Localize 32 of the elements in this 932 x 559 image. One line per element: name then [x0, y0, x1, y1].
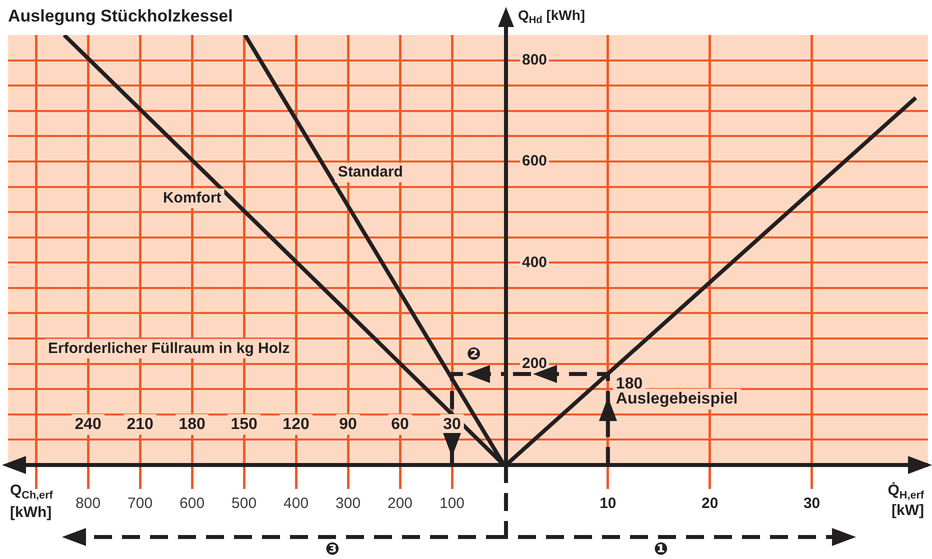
x2-tick-label: 180: [178, 416, 206, 433]
x-tick-label: 100: [439, 495, 465, 512]
x-tick-label: 20: [702, 495, 718, 512]
y-tick-label: 600: [522, 152, 548, 170]
x2-tick-label: 240: [74, 416, 102, 433]
x-tick-label: 800: [76, 495, 101, 512]
y-tick-label: 400: [522, 254, 548, 271]
x2-tick-label: 30: [443, 416, 462, 433]
x2-tick-label: 60: [391, 416, 410, 433]
annotation: Auslegebeispiel: [616, 390, 738, 408]
x-tick-label: 300: [336, 495, 361, 512]
x2-tick-label: 120: [282, 416, 310, 433]
x-tick-label: 700: [128, 495, 153, 512]
x2-tick-label: 150: [230, 416, 258, 433]
series-label: Standard: [338, 164, 403, 181]
x-tick-label: 400: [284, 495, 309, 512]
x2-axis-title: Erforderlicher Füllraum in kg Holz: [48, 340, 290, 357]
text: ❶: [654, 540, 668, 559]
x2-tick-label: 210: [126, 416, 154, 433]
x-tick-label: 30: [803, 495, 820, 512]
x-tick-label: 600: [180, 495, 205, 512]
annotation: ❷: [466, 344, 482, 364]
x-tick-label: 10: [600, 495, 616, 512]
y-tick-label: 800: [522, 51, 548, 68]
chart-title: Auslegung Stückholzkessel: [8, 6, 233, 26]
x-tick-label: 500: [232, 495, 257, 512]
x-tick-label: 200: [388, 495, 413, 512]
y-tick-label: 200: [522, 354, 548, 372]
annotation: 180: [616, 375, 643, 392]
x2-tick-label: 90: [339, 416, 358, 433]
text: ❸: [325, 540, 340, 559]
series-label: Komfort: [162, 190, 222, 207]
